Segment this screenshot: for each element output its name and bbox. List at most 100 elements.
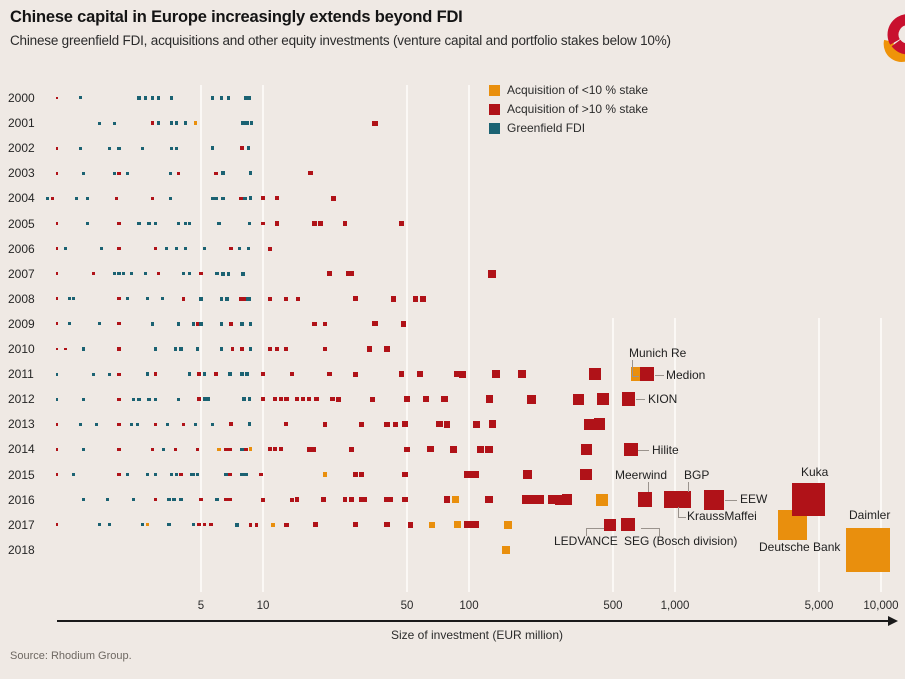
data-point-a (55, 146, 59, 150)
data-point-g (147, 397, 151, 401)
data-point-a (322, 422, 328, 427)
data-point-a (284, 397, 289, 402)
data-point-a (91, 272, 95, 276)
annotation-connector (632, 376, 639, 377)
y-tick-year-2008: 2008 (8, 291, 35, 306)
data-point-g (156, 96, 160, 100)
data-point-g (248, 321, 253, 326)
data-point-o (428, 521, 435, 528)
data-point-a (153, 497, 157, 502)
data-point-g (147, 221, 151, 226)
data-point-g (248, 347, 253, 351)
legend-label: Acquisition of <10 % stake (507, 83, 649, 97)
y-tick-year-2017: 2017 (8, 517, 35, 532)
data-point-a (554, 494, 565, 505)
data-point-a (352, 522, 358, 528)
data-point-g (145, 472, 150, 477)
data-point-a (639, 366, 655, 382)
data-point-a (487, 269, 496, 278)
data-point-a (261, 372, 265, 377)
annotation-label: Daimler (849, 508, 891, 522)
annotation-label: EEW (740, 492, 768, 506)
data-point-g (191, 322, 196, 326)
data-point-a (327, 371, 332, 377)
x-axis-arrow-icon (888, 616, 898, 626)
data-point-g (235, 522, 240, 527)
data-point-a (384, 421, 390, 427)
data-point-g (249, 121, 254, 125)
x-tick-label: 10 (256, 600, 270, 612)
data-point-g (221, 171, 225, 176)
data-point-g (183, 221, 188, 226)
data-point-a (527, 394, 537, 404)
data-point-g (173, 347, 177, 351)
data-point-a (322, 346, 328, 352)
data-point-a (547, 494, 558, 505)
data-point-g (181, 271, 185, 276)
gridline-10 (262, 85, 264, 592)
data-point-a (117, 447, 121, 451)
annotation-label: LEDVANCE (554, 534, 618, 548)
data-point-g (117, 146, 121, 150)
data-point-g (213, 196, 218, 201)
data-point-g (97, 523, 101, 527)
data-point-a (402, 421, 408, 428)
data-point-g (241, 121, 245, 125)
data-point-g (117, 272, 121, 276)
data-point-a (261, 196, 265, 201)
data-point-g (82, 447, 86, 451)
data-point-a (284, 522, 289, 527)
data-point-g (174, 472, 179, 477)
data-point-a (117, 171, 121, 175)
data-point-a (384, 496, 390, 503)
data-point-g (247, 397, 252, 402)
data-point-a (223, 447, 228, 452)
data-point-a (223, 497, 228, 502)
data-point-g (174, 146, 179, 150)
x-tick-label: 500 (603, 600, 623, 612)
data-point-a (358, 497, 364, 503)
data-point-o (248, 447, 253, 452)
data-point-a (181, 422, 185, 426)
data-point-a (240, 146, 244, 151)
data-point-g (221, 196, 225, 201)
data-point-a (423, 396, 430, 403)
data-point-a (312, 221, 317, 226)
data-point-g (55, 372, 59, 376)
data-point-g (137, 221, 141, 226)
data-point-g (246, 146, 251, 151)
data-point-g (191, 522, 196, 527)
data-point-g (55, 397, 59, 401)
data-point-a (117, 221, 121, 226)
data-point-g (164, 246, 169, 251)
data-point-a (55, 347, 59, 351)
data-point-a (367, 346, 373, 352)
data-point-g (241, 271, 245, 276)
data-point-g (78, 422, 82, 426)
data-point-a (330, 396, 335, 402)
annotation-connector (678, 507, 679, 517)
annotation-connector (632, 360, 633, 376)
data-point-a (412, 295, 419, 302)
data-point-a (55, 297, 59, 301)
data-point-a (352, 472, 358, 477)
data-point-g (215, 497, 220, 502)
data-point-a (150, 447, 154, 452)
data-point-g (221, 271, 225, 276)
data-point-g (153, 221, 157, 226)
data-point-a (254, 522, 259, 527)
data-point-g (177, 397, 181, 401)
data-point-g (245, 372, 250, 376)
data-point-a (624, 442, 639, 457)
data-point-a (342, 497, 348, 502)
data-point-a (55, 523, 59, 527)
data-point-a (436, 421, 443, 428)
data-point-a (177, 171, 181, 175)
data-point-a (454, 370, 461, 378)
data-point-g (121, 272, 125, 276)
data-point-a (195, 322, 200, 326)
data-point-a (117, 347, 121, 351)
data-point-g (243, 196, 248, 201)
annotation-label: Meerwind (615, 468, 668, 482)
data-point-g (227, 372, 232, 376)
